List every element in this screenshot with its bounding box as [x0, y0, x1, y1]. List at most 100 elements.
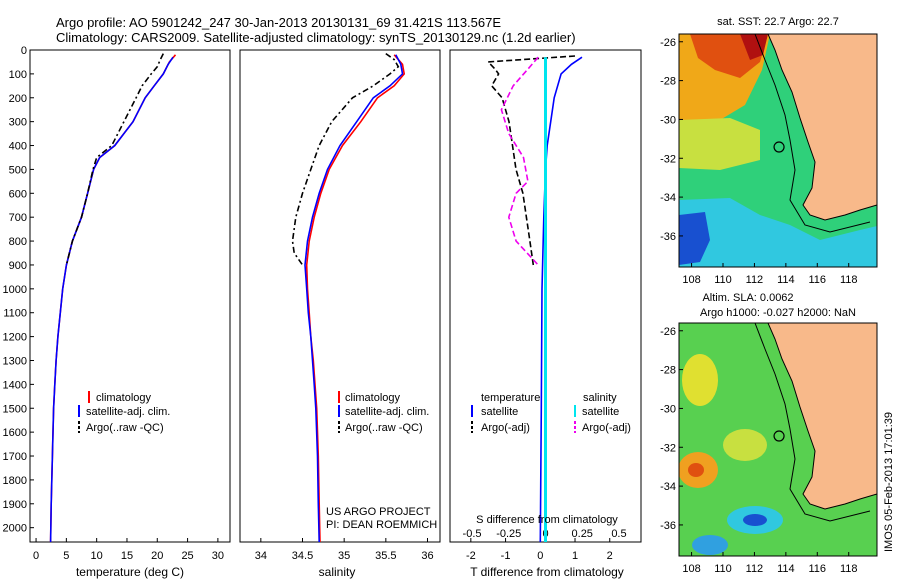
shelf-break-top [754, 34, 871, 233]
sla-yellow-eddy [682, 354, 718, 406]
series-line [539, 56, 583, 542]
shelf-break-bottom [754, 323, 871, 522]
salinity-xlabel: salinity [319, 565, 356, 579]
x-tick-label: 0 [537, 550, 543, 562]
sst-cool-water [679, 198, 877, 267]
sla-blue-patch [692, 535, 728, 555]
lat-tick-label: -26 [660, 326, 676, 338]
x2-tick-label: -0.25 [496, 528, 521, 540]
lon-tick-label: 116 [809, 563, 827, 575]
depth-tick-label: 1100 [3, 308, 27, 320]
legend-heading-salinity: salinity [583, 392, 617, 404]
sst-map [678, 33, 878, 268]
lat-tick-label: -26 [660, 37, 676, 49]
argo-position-marker [773, 141, 785, 153]
lon-tick-label: 110 [714, 274, 732, 286]
temperature-panel-frame [29, 49, 231, 543]
depth-tick-label: 700 [9, 212, 27, 224]
depth-axis: 0 100 200 300 400 500 600 700 800 900 1000 1100 1200… [3, 45, 34, 535]
depth-tick-label: 1500 [3, 403, 27, 415]
depth-tick-label: 1000 [3, 284, 27, 296]
lat-tick-label: -36 [660, 520, 676, 532]
x-tick-label: 25 [181, 550, 193, 562]
sla-map-frame [678, 322, 878, 557]
lon-tick-label: 118 [840, 563, 858, 575]
temperature-xlabel: temperature (deg C) [76, 565, 184, 579]
sla-map-title-line2: Argo h1000: -0.027 h2000: NaN [700, 307, 856, 319]
sst-very-hot-water [740, 34, 768, 60]
project-annotation: US ARGO PROJECT [326, 506, 431, 518]
legend-label-satellite: satellite-adj. clim. [345, 406, 429, 418]
lon-tick-label: 112 [746, 563, 764, 575]
legend-label-climatology: climatology [96, 392, 152, 404]
lon-tick-label: 110 [714, 563, 732, 575]
salinity-panel-frame [239, 49, 441, 543]
series-line [500, 56, 539, 266]
lon-tick-label: 114 [777, 274, 795, 286]
series-line [49, 56, 174, 542]
difference-legend: temperature salinity satellite Argo(-adj… [471, 392, 631, 434]
legend-label-argo: Argo(..raw -QC) [86, 422, 164, 434]
x-tick-label: 36 [421, 550, 433, 562]
difference-x2label: S difference from climatology [476, 514, 618, 526]
legend-label-s-satellite: satellite [582, 406, 619, 418]
salinity-x-ticks: 34 34.5 35 35.5 36 [255, 538, 434, 562]
lat-tick-label: -32 [660, 153, 676, 165]
lon-tick-label: 116 [809, 274, 827, 286]
series-line [305, 54, 406, 542]
lat-tick-label: -34 [660, 481, 676, 493]
x-tick-label: 35.5 [375, 550, 396, 562]
depth-tick-label: 300 [9, 117, 27, 129]
land-top [767, 34, 877, 221]
lat-tick-label: -36 [660, 231, 676, 243]
figure-title-line1: Argo profile: AO 5901242_247 30-Jan-2013… [56, 15, 501, 30]
sst-map-frame [678, 33, 878, 268]
x-tick-label: 30 [212, 550, 224, 562]
sst-map-title: sat. SST: 22.7 Argo: 22.7 [717, 16, 839, 28]
imos-timestamp-label: IMOS 05-Feb-2013 17:01:39 [883, 412, 895, 552]
depth-tick-label: 1900 [3, 499, 27, 511]
x-tick-label: 2 [607, 550, 613, 562]
pi-annotation: PI: DEAN ROEMMICH [326, 519, 437, 531]
legend-label-s-argo: Argo(-adj) [582, 422, 631, 434]
lon-tick-label: 114 [777, 563, 795, 575]
temperature-series [49, 53, 177, 542]
depth-tick-label: 800 [9, 236, 27, 248]
x-tick-label: 10 [91, 550, 103, 562]
sla-map-title-line1: Altim. SLA: 0.0062 [702, 292, 793, 304]
temperature-legend: climatology satellite-adj. clim. Argo(..… [78, 391, 170, 434]
legend-label-climatology: climatology [345, 392, 401, 404]
depth-tick-label: 2000 [3, 523, 27, 535]
legend-label-satellite: satellite-adj. clim. [86, 406, 170, 418]
depth-tick-label: 1300 [3, 355, 27, 367]
series-line [49, 54, 177, 542]
x2-tick-label: 0.5 [611, 528, 626, 540]
lat-tick-label: -30 [660, 114, 676, 126]
x-tick-label: 35 [338, 550, 350, 562]
lon-tick-label: 118 [840, 274, 858, 286]
depth-tick-label: 1600 [3, 427, 27, 439]
legend-heading-temperature: temperature [481, 392, 540, 404]
x2-tick-label: 0.25 [572, 528, 593, 540]
lon-tick-label: 108 [682, 274, 700, 286]
lat-tick-label: -28 [660, 76, 676, 88]
depth-tick-label: 500 [9, 164, 27, 176]
x-tick-label: -2 [466, 550, 476, 562]
depth-tick-label: 1700 [3, 451, 27, 463]
x-tick-label: 15 [121, 550, 133, 562]
sla-red-core [688, 463, 704, 477]
x-tick-label: -1 [501, 550, 511, 562]
sst-mid-water [679, 118, 760, 170]
x-tick-label: 5 [63, 550, 69, 562]
lat-tick-label: -34 [660, 192, 676, 204]
lat-tick-label: -28 [660, 365, 676, 377]
x-tick-label: 1 [572, 550, 578, 562]
depth-tick-label: 0 [21, 45, 27, 57]
lat-tick-label: -32 [660, 442, 676, 454]
lat-tick-label: -30 [660, 403, 676, 415]
depth-tick-label: 1800 [3, 475, 27, 487]
x-tick-label: 0 [33, 550, 39, 562]
depth-tick-label: 1200 [3, 332, 27, 344]
